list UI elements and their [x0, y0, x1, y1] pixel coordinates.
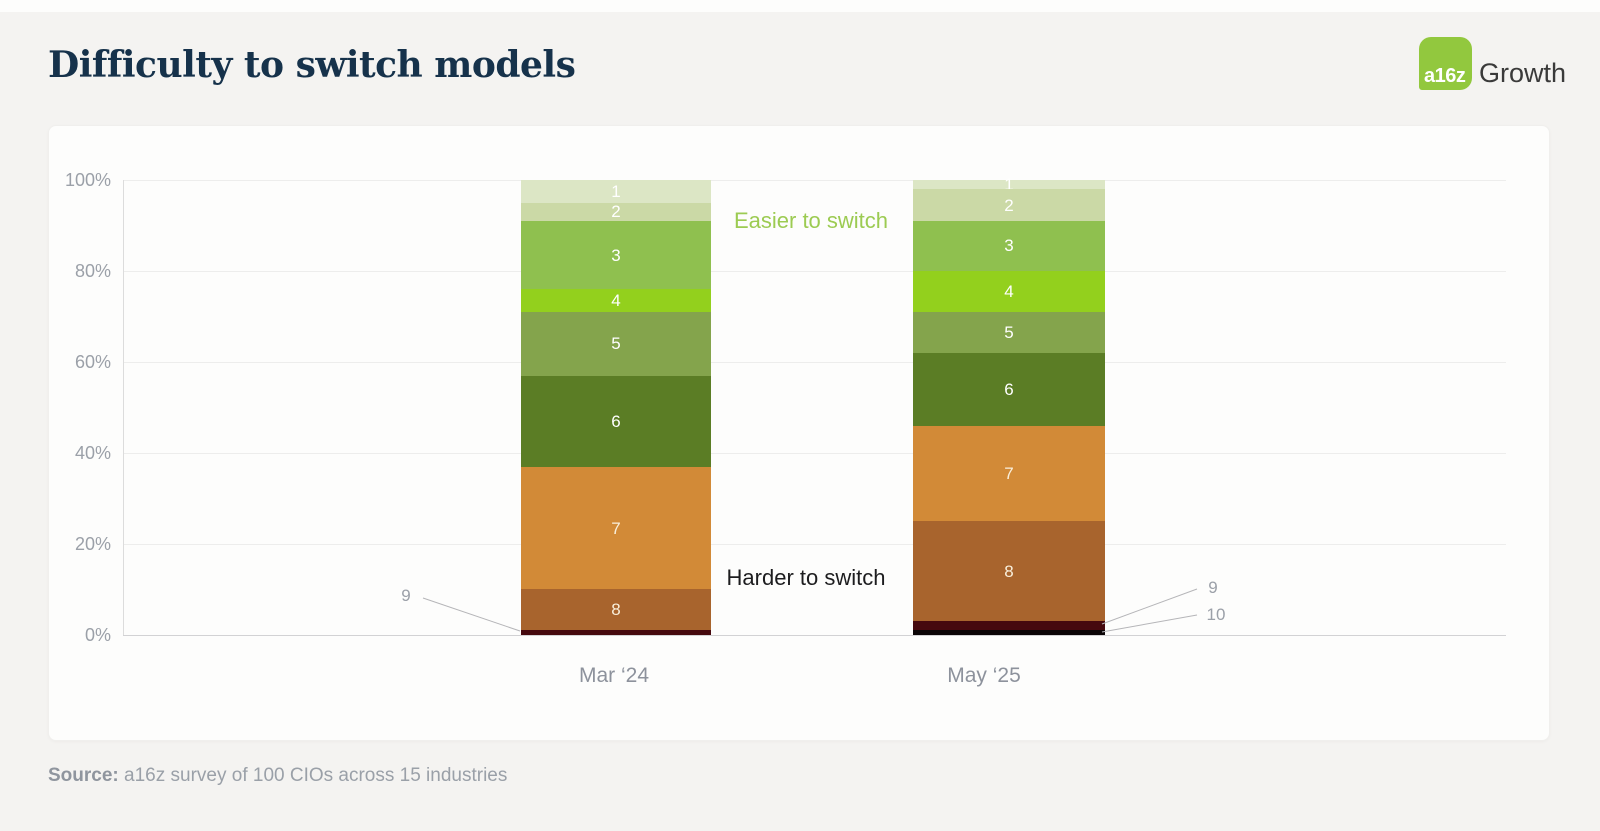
annotation-easier-to-switch: Easier to switch	[733, 208, 889, 233]
segment-value-label: 4	[611, 291, 621, 311]
gridline-20	[123, 544, 1506, 545]
bar-segment-level-6: 6	[521, 375, 711, 467]
bar-segment-level-2: 2	[913, 189, 1105, 221]
bar-segment-level-1: 1	[521, 180, 711, 203]
gridline-60	[123, 362, 1506, 363]
segment-value-label: 8	[1004, 561, 1014, 581]
segment-value-label: 8	[611, 600, 621, 620]
ytick-80: 80%	[74, 261, 111, 281]
segment-value-label: 5	[1004, 322, 1014, 342]
bar-segment-level-8: 8	[521, 589, 711, 631]
ytick-20: 20%	[74, 534, 111, 554]
gridline-100	[123, 180, 1506, 181]
segment-value-label: 4	[1004, 281, 1014, 301]
bar-segment-level-8: 8	[913, 521, 1105, 622]
x-axis-line	[123, 635, 1506, 636]
ytick-40: 40%	[74, 443, 111, 463]
xlabel-mar24: Mar ‘24	[578, 664, 650, 687]
bar-segment-level-3: 3	[913, 220, 1105, 271]
bar-segment-level-5: 5	[913, 311, 1105, 353]
bar-segment-level-1: 1	[913, 176, 1105, 193]
gridline-40	[123, 453, 1506, 454]
xlabel-may25: May ‘25	[947, 664, 1021, 687]
top-strip	[0, 0, 1600, 12]
callout-label-may25-10: 10	[1206, 605, 1226, 624]
segment-value-label: 6	[1004, 379, 1014, 399]
bar-segment-level-2: 2	[521, 202, 711, 222]
segment-value-label: 1	[1004, 175, 1014, 195]
page-title: Difficulty to switch models	[48, 44, 576, 86]
segment-value-label: 7	[611, 518, 621, 538]
segment-value-label: 2	[1004, 195, 1014, 215]
segment-value-label: 6	[611, 411, 621, 431]
segment-value-label: 5	[611, 334, 621, 354]
bar-segment-level-5: 5	[521, 311, 711, 376]
segment-value-label: 3	[1004, 236, 1014, 256]
annotation-harder-to-switch: Harder to switch	[726, 565, 886, 590]
bar-segment-level-9	[521, 630, 711, 635]
source-text: a16z survey of 100 CIOs across 15 indust…	[118, 765, 508, 786]
callout-label-may25-9: 9	[1208, 578, 1218, 597]
bar-segment-level-4: 4	[913, 270, 1105, 312]
bar-segment-level-6: 6	[913, 352, 1105, 426]
segment-value-label: 7	[1004, 463, 1014, 483]
ytick-0: 0%	[84, 625, 111, 645]
bar-segment-level-7: 7	[521, 466, 711, 590]
bar-segment-level-3: 3	[521, 220, 711, 290]
a16z-growth-logo: a16z Growth	[1419, 37, 1566, 90]
callout-label-mar24-9: 9	[401, 586, 411, 605]
a16z-logo-text: a16z	[1424, 65, 1466, 87]
bar-segment-level-9	[913, 621, 1105, 631]
ytick-100: 100%	[64, 170, 111, 190]
y-axis-line	[123, 180, 124, 635]
bar-segment-level-4: 4	[521, 289, 711, 312]
segment-value-label: 3	[611, 245, 621, 265]
bar-segment-level-10	[913, 630, 1105, 635]
bar-segment-level-7: 7	[913, 425, 1105, 522]
ytick-60: 60%	[74, 352, 111, 372]
segment-value-label: 1	[611, 181, 621, 201]
source-label: Source:	[48, 765, 119, 786]
segment-value-label: 2	[611, 202, 621, 222]
a16z-logo-mark: a16z	[1419, 37, 1472, 90]
source-line: Source: a16z survey of 100 CIOs across 1…	[48, 765, 507, 787]
gridline-80	[123, 271, 1506, 272]
logo-brand-text: Growth	[1479, 58, 1567, 88]
